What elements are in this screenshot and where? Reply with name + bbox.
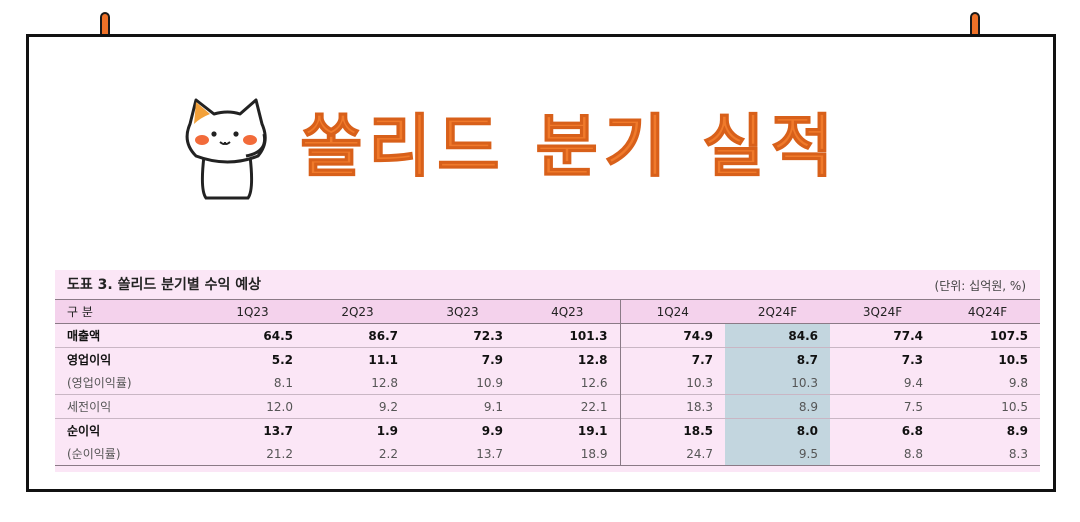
table-cell: 24.7 [619,442,725,466]
table-cell: 74.9 [619,323,725,348]
table-cell: 10.3 [619,371,725,395]
table-cell: 8.9 [725,394,830,419]
table-row-operating-profit: 영업이익 5.2 11.1 7.9 12.8 7.7 8.7 7.3 10.5 [55,347,1040,371]
table-corner-label: 구 분 [55,299,200,324]
table-cell: 7.7 [619,347,725,371]
table-row-operating-margin: (영업이익률) 8.1 12.8 10.9 12.6 10.3 10.3 9.4… [55,371,1040,395]
table-cell: 7.5 [830,394,935,419]
table-cell: 8.1 [273,375,293,390]
table-cell: 9.9 [410,418,515,442]
table-cell: 9.1 [410,394,515,419]
table-cell: 8.7 [725,347,830,371]
table-cell: 9.5 [725,442,830,466]
column-header: 3Q23 [410,299,515,324]
row-label: 매출액 [67,329,101,343]
table-cell: 8.8 [830,442,935,466]
table-row-net-margin: (순이익률) 21.2 2.2 13.7 18.9 24.7 9.5 8.8 8… [55,442,1040,466]
table-cell: 10.9 [476,375,503,390]
table-cell: 9.2 [305,394,410,419]
table-cell: 64.5 [263,328,293,343]
table-cell: 11.1 [305,347,410,371]
row-label: (순이익률) [55,442,200,466]
table-cell: 21.2 [200,442,305,466]
table-cell: 72.3 [473,328,503,343]
page-title: 쏠리드 분기 실적 [300,108,840,188]
table-cell: 101.3 [569,328,608,343]
table-cell: 18.5 [619,418,725,442]
table-cell: 10.3 [725,371,830,395]
table-heading: 도표 3. 쏠리드 분기별 수익 예상 [67,277,261,293]
table-row-revenue: 매출액 64.5 86.7 72.3 101.3 74.9 84.6 77.4 … [55,323,1040,348]
table-cell: 9.4 [903,375,923,390]
column-header: 2Q23 [305,299,410,324]
column-header: 2Q24F [725,299,830,324]
table-cell: 13.7 [200,418,305,442]
table-cell: 12.6 [580,375,608,390]
table-cell: 13.7 [410,442,515,466]
column-header: 4Q24F [935,299,1040,324]
table-unit: (단위: 십억원, %) [934,279,1026,293]
table-cell: 84.6 [725,323,830,348]
row-label: 순이익 [55,418,200,442]
table-row-pretax-profit: 세전이익 12.0 9.2 9.1 22.1 18.3 8.9 7.5 10.5 [55,394,1040,419]
table-row-net-income: 순이익 13.7 1.9 9.9 19.1 18.5 8.0 6.8 8.9 [55,418,1040,442]
table-cell: 7.9 [410,347,515,371]
table-cell: 107.5 [990,328,1028,343]
forecast-table-panel: 도표 3. 쏠리드 분기별 수익 예상 (단위: 십억원, %) 구 분 1Q2… [55,270,1040,472]
table-cell: 12.8 [515,347,620,371]
table-header-row: 구 분 1Q23 2Q23 3Q23 4Q23 1Q24 2Q24F 3Q24F… [55,299,1040,324]
table-cell: 19.1 [515,418,620,442]
table-cell: 7.3 [830,347,935,371]
column-header: 4Q23 [515,299,620,324]
table-cell: 6.8 [830,418,935,442]
table-cell: 12.8 [371,375,398,390]
table-cell: 8.0 [725,418,830,442]
table-cell: 10.5 [935,394,1040,419]
row-label: (영업이익률) [67,376,132,390]
column-header: 3Q24F [830,299,935,324]
table-cell: 18.9 [515,442,620,466]
table-cell: 9.8 [1008,375,1028,390]
row-label: 영업이익 [55,347,200,371]
table-cell: 12.0 [200,394,305,419]
table-cell: 1.9 [305,418,410,442]
table-cell: 86.7 [368,328,398,343]
table-cell: 10.5 [935,347,1040,371]
table-cell: 8.3 [935,442,1040,466]
cat-mascot-icon [185,98,267,200]
column-header: 1Q24 [619,299,725,324]
table-cell: 8.9 [935,418,1040,442]
table-cell: 77.4 [893,328,923,343]
table-cell: 5.2 [200,347,305,371]
quarterly-forecast-table: 구 분 1Q23 2Q23 3Q23 4Q23 1Q24 2Q24F 3Q24F… [55,299,1040,466]
table-cell: 2.2 [305,442,410,466]
row-label: 세전이익 [55,394,200,419]
table-cell: 18.3 [619,394,725,419]
column-header: 1Q23 [200,299,305,324]
table-cell: 22.1 [515,394,620,419]
